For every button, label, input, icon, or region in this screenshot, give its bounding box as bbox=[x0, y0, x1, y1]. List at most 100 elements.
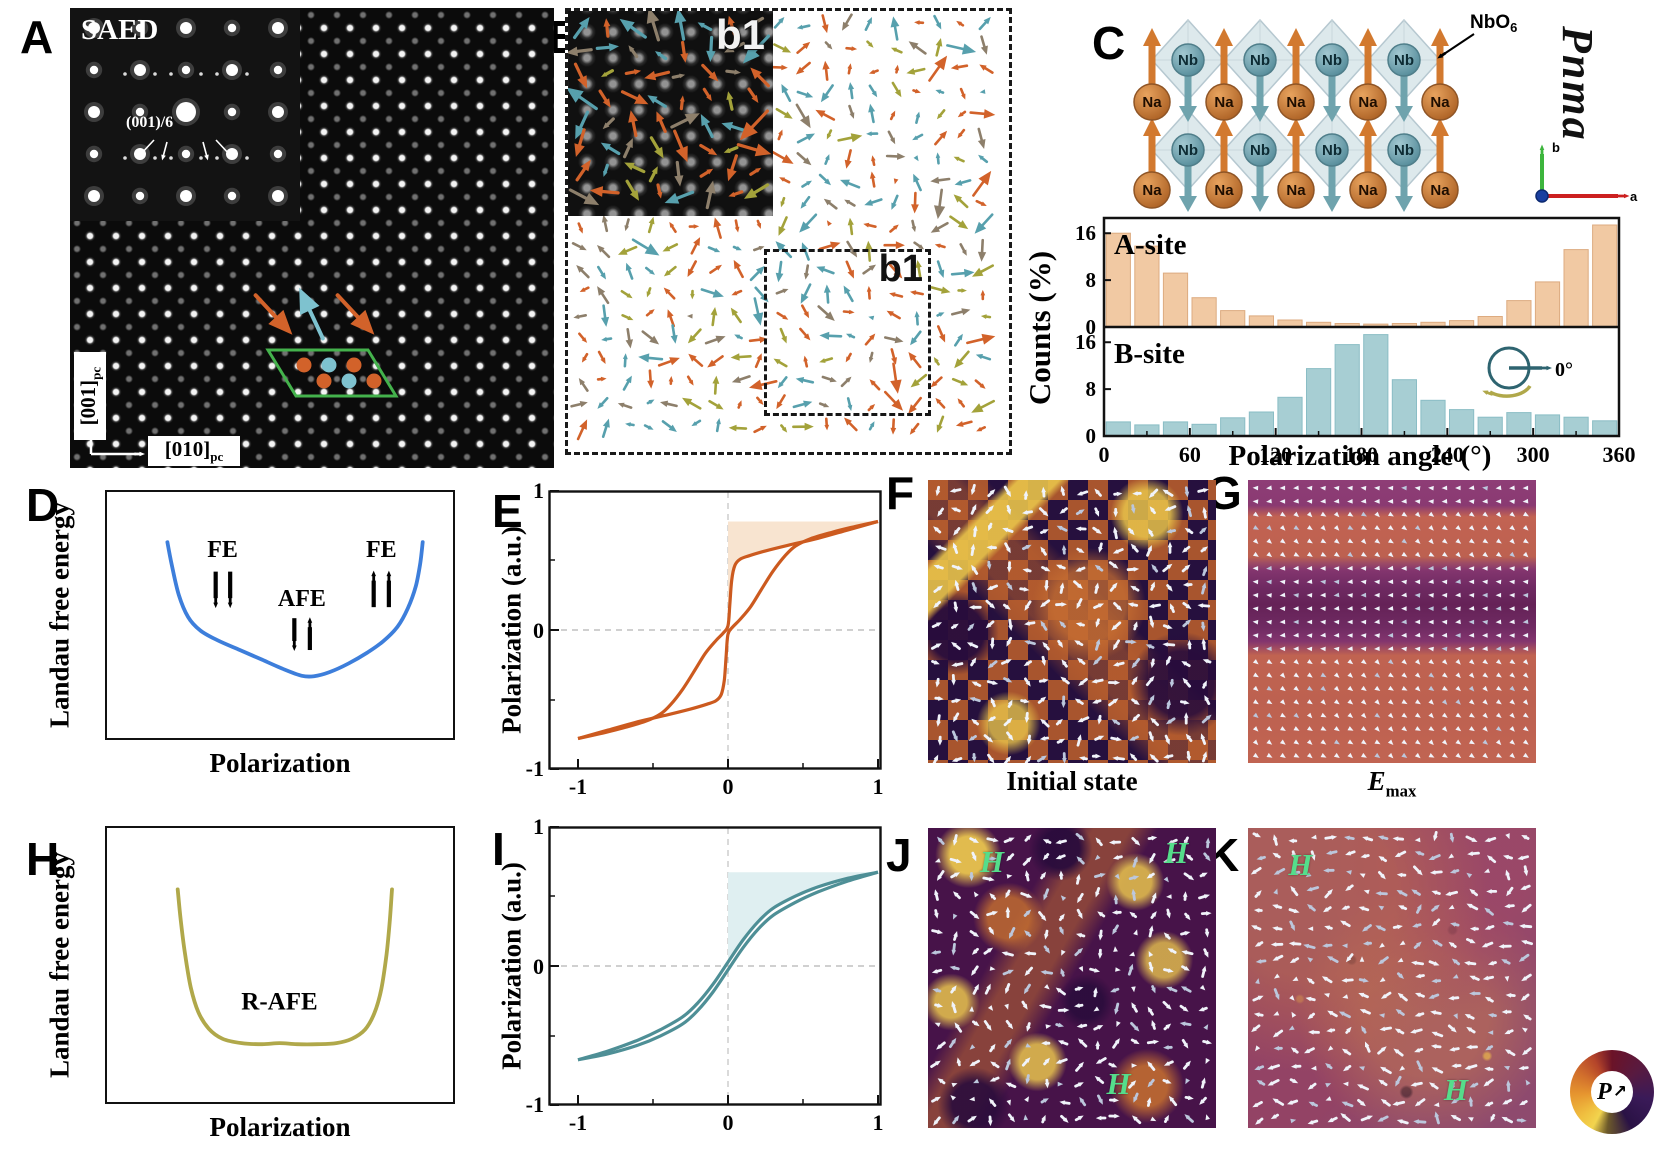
vector-map-inset: b1 bbox=[566, 7, 773, 216]
hist-bar bbox=[1191, 423, 1217, 437]
hist-bar bbox=[1506, 412, 1532, 437]
atom-label-na: Na bbox=[1214, 182, 1234, 199]
hist-bar bbox=[1563, 249, 1589, 328]
panel-label-i: I bbox=[492, 823, 505, 875]
atom-label-nb: Nb bbox=[1178, 52, 1198, 69]
atom-label-na: Na bbox=[1358, 94, 1378, 111]
space-group-label: Pnma bbox=[1553, 26, 1602, 142]
hist-xtick: 180 bbox=[1345, 442, 1378, 467]
panel-label-a: A bbox=[20, 11, 54, 63]
pe-loop-rafe bbox=[548, 825, 882, 1107]
hist-bar bbox=[1420, 399, 1446, 437]
roi-box: b1 bbox=[764, 248, 931, 416]
atom-label-nb: Nb bbox=[1322, 52, 1342, 69]
axis-b-label: b bbox=[1552, 140, 1560, 155]
hist-ytick: 16 bbox=[1075, 330, 1096, 354]
atom-label-nb: Nb bbox=[1178, 142, 1198, 159]
pe-loop-afe bbox=[548, 489, 882, 771]
atom-label-na: Na bbox=[1430, 182, 1450, 199]
hist-bar bbox=[1592, 224, 1618, 328]
saed-inset: SAED (001)/6 bbox=[70, 8, 300, 221]
panel-label-c: C bbox=[1092, 17, 1126, 69]
wheel-arrow-icon: ↗ bbox=[1612, 1082, 1627, 1102]
h-xlabel: Polarization bbox=[209, 1112, 351, 1142]
axis-a-label: a bbox=[1630, 189, 1638, 204]
panel-label-h: H bbox=[26, 833, 60, 885]
hist-bar bbox=[1220, 310, 1246, 328]
hist-bar bbox=[1534, 281, 1561, 328]
hist-bar bbox=[1306, 368, 1332, 437]
atom-label-na: Na bbox=[1430, 94, 1450, 111]
axis-label-001: [001]pc bbox=[74, 352, 106, 440]
hist-xtick: 300 bbox=[1517, 442, 1550, 467]
landau-rafe-curve: R-AFE bbox=[175, 887, 394, 1047]
panel-label-e: E bbox=[492, 485, 523, 537]
atom-label-nb: Nb bbox=[1322, 142, 1342, 159]
atom-label-nb: Nb bbox=[1250, 52, 1270, 69]
i-ytick: -1 bbox=[525, 1092, 544, 1117]
atom-label-na: Na bbox=[1214, 94, 1234, 111]
hist-ylabel: Counts (%) bbox=[1022, 250, 1057, 406]
roi-label: b1 bbox=[878, 248, 923, 290]
inset-vector-field bbox=[566, 7, 772, 210]
hist-ytick: 8 bbox=[1086, 377, 1097, 401]
angle-reference-icon: 0° bbox=[1482, 346, 1573, 398]
h-ylabel: Landau free energy bbox=[44, 852, 75, 1078]
curve-annotation: FE bbox=[207, 537, 238, 563]
d-ylabel: Landau free energy bbox=[44, 502, 75, 728]
hierarchical-domain-label: H bbox=[979, 844, 1004, 879]
hist-bar bbox=[1277, 396, 1303, 437]
landau-rafe-plot: R-AFE bbox=[105, 826, 455, 1104]
hist-bar bbox=[1162, 421, 1189, 437]
atom-label-na: Na bbox=[1142, 94, 1162, 111]
caption-emax: Emax bbox=[1367, 766, 1417, 801]
hist-bar bbox=[1477, 316, 1503, 328]
e-ytick: 1 bbox=[533, 478, 544, 503]
octahedron-label: NbO6 bbox=[1470, 12, 1517, 35]
atom-label-nb: Nb bbox=[1394, 142, 1414, 159]
panel-label-d: D bbox=[26, 479, 60, 531]
vector-field bbox=[570, 13, 996, 441]
i-xtick: 0 bbox=[722, 1110, 734, 1135]
hist-ytick: 8 bbox=[1086, 268, 1097, 292]
panel-label-j: J bbox=[886, 829, 912, 881]
hist-xtick: 0 bbox=[1099, 442, 1110, 467]
hist-bar bbox=[1391, 379, 1417, 437]
a-site-title: A-site bbox=[1114, 229, 1187, 261]
hierarchical-domain-label: H bbox=[1443, 1072, 1468, 1107]
hist-bar bbox=[1105, 421, 1131, 437]
polarization-vector-map: b1 b1 bbox=[565, 7, 1012, 455]
i-xtick: 1 bbox=[872, 1110, 884, 1135]
structure-axes-icon: ba bbox=[1535, 140, 1638, 204]
hist-bar bbox=[1534, 414, 1561, 437]
hist-xtick: 60 bbox=[1179, 442, 1201, 467]
hist-bar bbox=[1162, 272, 1189, 328]
hist-bar bbox=[1506, 300, 1532, 328]
hist-bar bbox=[1334, 344, 1360, 437]
e-xtick: 1 bbox=[872, 774, 884, 799]
e-xtick: 0 bbox=[722, 774, 734, 799]
hist-bar bbox=[1248, 315, 1275, 328]
hist-bar bbox=[1191, 297, 1217, 328]
hist-xtick: 360 bbox=[1603, 442, 1636, 467]
hist-bar bbox=[1363, 334, 1389, 437]
hierarchical-domain-label: H bbox=[1288, 847, 1313, 882]
inset-label: b1 bbox=[715, 11, 765, 58]
hist-bar bbox=[1248, 411, 1275, 437]
i-xtick: -1 bbox=[568, 1110, 588, 1135]
e-ytick: 0 bbox=[533, 618, 544, 643]
e-xtick: -1 bbox=[568, 774, 588, 799]
hist-ytick: 16 bbox=[1075, 221, 1096, 245]
hierarchical-domain-label: H bbox=[1164, 835, 1189, 870]
hist-bar bbox=[1134, 245, 1160, 328]
atom-label-na: Na bbox=[1358, 182, 1378, 199]
d-xlabel: Polarization bbox=[209, 748, 351, 778]
hist-bar bbox=[1449, 409, 1475, 437]
hist-bar bbox=[1592, 420, 1618, 437]
landau-afe-curve: FE AFE FE bbox=[165, 537, 425, 679]
polarization-color-wheel: P ↗ bbox=[1570, 1050, 1654, 1134]
phasefield-initial-state bbox=[928, 480, 1216, 763]
